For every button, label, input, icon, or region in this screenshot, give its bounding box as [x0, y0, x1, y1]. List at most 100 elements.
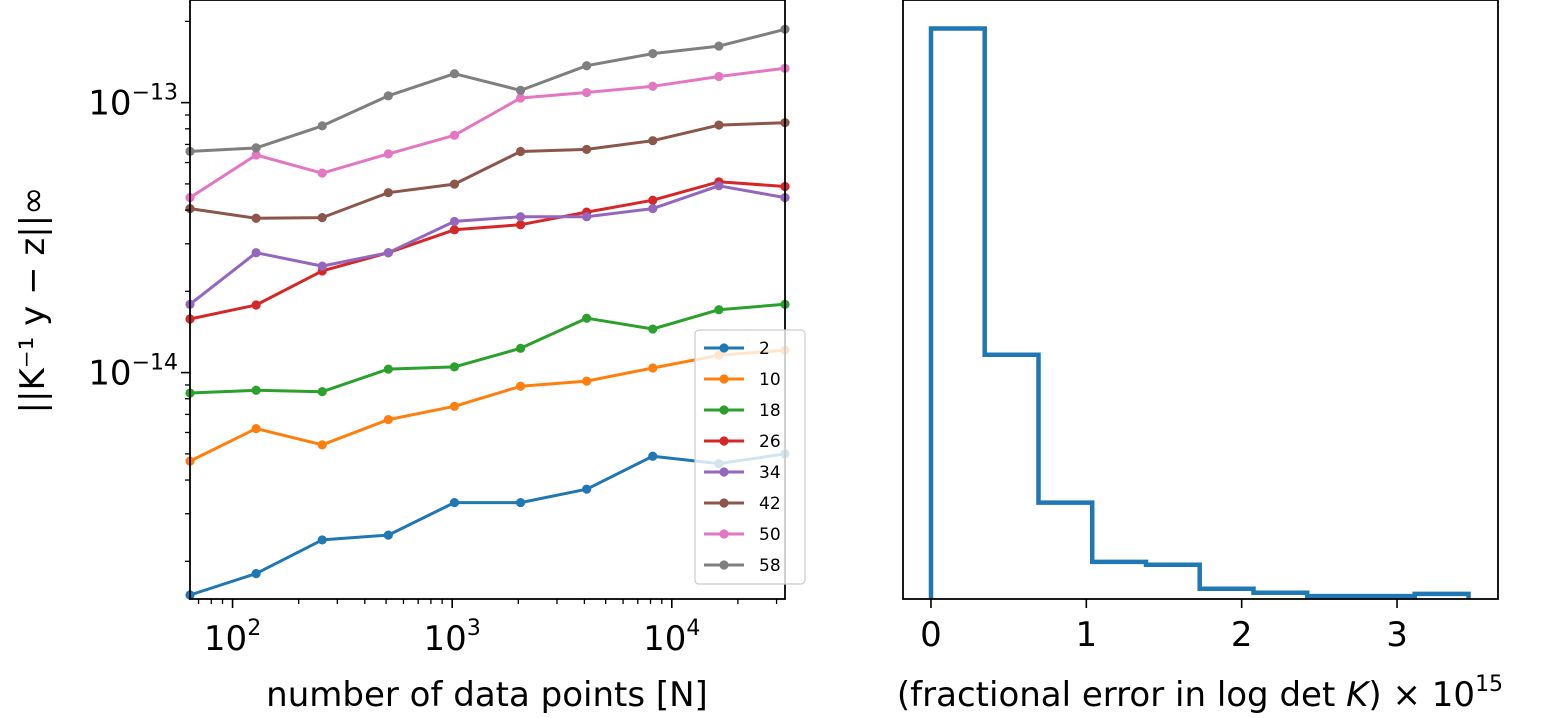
data-point	[714, 181, 724, 191]
data-point	[251, 150, 261, 160]
data-point	[317, 387, 327, 397]
data-point	[582, 87, 592, 98]
series-18	[185, 299, 790, 398]
data-point	[648, 204, 658, 214]
data-point	[383, 188, 393, 198]
data-point	[449, 179, 460, 189]
histogram-frame	[902, 0, 1499, 600]
hist-x-tick-label: 0	[920, 615, 942, 655]
series-line-58	[189, 27, 786, 153]
legend-swatch-marker	[719, 560, 729, 570]
x-tick-label: 102	[204, 616, 261, 659]
legend-label: 58	[759, 556, 781, 576]
histogram-ticks: 0 1 2 3	[920, 599, 1408, 655]
line-chart-xlabel: number of data points [N]	[266, 675, 708, 715]
histogram-xlabel: (fractional error in log det K) × 1015	[897, 672, 1503, 715]
data-point	[714, 71, 724, 82]
legend-swatch-marker	[719, 467, 729, 477]
data-point	[317, 213, 327, 223]
data-point	[383, 364, 393, 374]
x-tick-label: 104	[643, 616, 700, 659]
data-point	[515, 220, 526, 230]
data-point	[648, 451, 658, 461]
data-point	[582, 61, 592, 71]
data-point	[449, 69, 460, 79]
data-point	[449, 497, 460, 508]
legend-label: 50	[759, 525, 781, 545]
histogram-background	[903, 0, 1498, 599]
data-point	[648, 324, 658, 334]
legend-swatch-marker	[719, 498, 729, 508]
data-point	[648, 48, 658, 59]
legend-swatch-marker	[719, 374, 729, 384]
data-point	[251, 213, 261, 223]
data-point	[251, 385, 261, 395]
data-point	[449, 216, 460, 227]
legend-entry-50: 50	[704, 525, 781, 545]
histogram-xlabel-exp: 15	[1475, 672, 1503, 697]
data-point	[317, 121, 327, 131]
data-point	[383, 91, 393, 101]
series-58	[185, 24, 790, 156]
data-point	[449, 362, 460, 372]
legend-swatch-marker	[719, 436, 729, 446]
data-point	[714, 41, 724, 51]
hist-x-tick-label: 2	[1231, 615, 1253, 655]
data-point	[515, 381, 526, 391]
data-point	[383, 530, 393, 540]
legend-label: 18	[759, 401, 781, 421]
y-tick-label: 10−14	[88, 351, 178, 394]
data-point	[449, 130, 460, 140]
data-point	[515, 497, 526, 508]
legend-swatch-marker	[719, 405, 729, 415]
legend-entry-58: 58	[704, 556, 781, 576]
data-point	[648, 136, 658, 146]
data-point	[582, 376, 592, 386]
data-point	[648, 195, 658, 205]
y-tick-label: 10−13	[88, 81, 178, 124]
data-point	[317, 440, 327, 450]
data-point	[582, 212, 592, 222]
legend-label: 42	[759, 494, 781, 514]
legend-entry-26: 26	[704, 432, 781, 452]
data-point	[251, 248, 261, 258]
hist-x-tick-label: 3	[1386, 615, 1408, 655]
series-42	[185, 118, 790, 223]
series-line-42	[189, 121, 786, 220]
legend-box	[694, 329, 806, 585]
histogram-xlabel-close: ) ×	[1368, 675, 1431, 715]
series-34	[185, 181, 790, 309]
data-point	[515, 146, 526, 157]
legend: 2 10 18 26 34 42 50 58	[694, 329, 806, 585]
data-point	[515, 212, 526, 222]
histogram-xlabel-var: K	[1346, 675, 1371, 715]
histogram-step-line	[928, 26, 1471, 599]
legend-entry-18: 18	[704, 401, 781, 421]
histogram-xlabel-open: (fractional error in	[897, 675, 1217, 715]
line-chart-frame	[189, 0, 786, 600]
data-point	[714, 120, 724, 130]
data-point	[317, 261, 327, 271]
series-50	[185, 63, 790, 203]
data-point	[515, 343, 526, 353]
legend-swatch-marker	[719, 529, 729, 539]
data-point	[383, 149, 393, 159]
hist-x-tick-label: 1	[1075, 615, 1097, 655]
data-point	[648, 363, 658, 373]
legend-entry-34: 34	[704, 463, 781, 483]
data-point	[582, 144, 592, 155]
histogram-panel: 0 1 2 3 (fractional error in log det K) × 1…	[897, 0, 1503, 715]
legend-entry-10: 10	[704, 370, 781, 390]
series-line-18	[189, 302, 786, 395]
line-chart-panel: 102 103 104 10−14 10−13 2 10 18 26 34 42 50 58 numb…	[13, 0, 806, 715]
data-point	[251, 300, 261, 310]
data-point	[582, 484, 592, 494]
histogram-xlabel-det: det	[1279, 675, 1335, 715]
line-series-group	[185, 24, 790, 600]
data-point	[251, 569, 261, 579]
series-line-2	[189, 452, 786, 597]
line-chart-background	[190, 0, 785, 599]
data-point	[515, 85, 526, 96]
